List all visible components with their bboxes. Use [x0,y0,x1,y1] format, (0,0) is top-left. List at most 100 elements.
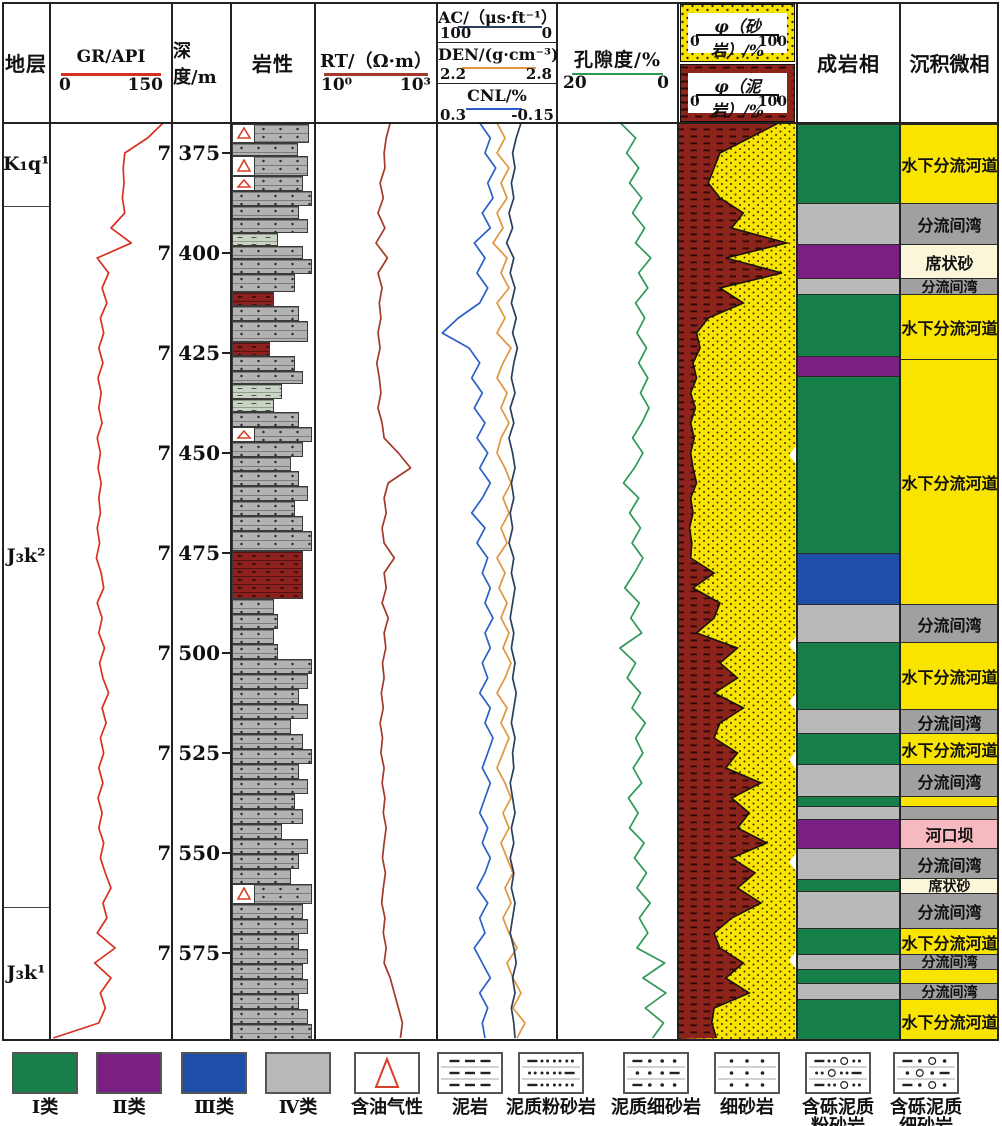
legend-item: Ⅳ类 [253,1044,343,1126]
lithology-block [232,551,303,599]
sed-microfacies-block-channel [901,969,998,983]
lithology-block [232,259,312,274]
lithology-texture [233,840,307,853]
legend-item: 含砾泥质 粉砂岩 [793,1044,883,1126]
track-stratum: K₁q¹ J₃k² J₃k¹ [2,123,50,1040]
lithology-block [232,471,299,486]
sed-microfacies-label: 分流间湾 [921,955,978,971]
lithology-texture [233,343,269,355]
depth-tick-mark [222,852,230,854]
oil-gas-show-icon [236,887,251,900]
legend-label: Ⅱ类 [112,1097,146,1118]
lithology-block [232,824,282,839]
lithology-block [232,457,291,471]
lithology-texture [255,125,308,142]
lithology-pattern-icon [897,1056,955,1090]
oil-gas-show-cell [233,428,255,441]
depth-tick-label: 7 575 [157,941,220,965]
sed-microfacies-block-bay: 分流间湾 [901,604,998,642]
depth-tick-mark [222,452,230,454]
phi-mud-inner: φ（泥岩）/% 0 100 [688,73,787,120]
oil-gas-show-cell [233,157,255,175]
sed-microfacies-block-bay [901,806,998,819]
lithology-block [232,749,312,764]
legend-label: 含砾泥质 细砂岩 [890,1097,962,1126]
lithology-texture [233,980,307,993]
lithology-block [232,884,312,904]
sed-microfacies-block-bay: 分流间湾 [901,278,998,296]
header-diag: 成岩相 [797,2,900,123]
lithology-pattern-icon [718,1059,776,1087]
por-scale-line [572,73,663,75]
diagenetic-facies-block-IV [798,604,899,642]
legend-lithology-pattern [893,1052,959,1094]
lithology-texture [233,400,273,411]
sed-microfacies-block-bay: 分流间湾 [901,954,998,971]
lithology-texture [233,144,297,155]
gr-scale-line [61,73,161,76]
lithology-pattern-icon [522,1059,580,1087]
sed-microfacies-label: 分流间湾 [917,216,982,235]
legend-item: Ⅲ类 [169,1044,259,1126]
sed-microfacies-label: 河口坝 [925,826,974,845]
depth-tick-mark [222,652,230,654]
depth-tick-label: 7 425 [157,341,220,365]
oil-gas-show-icon [236,127,251,139]
diagenetic-facies-block-I [798,294,899,356]
track-rt [315,123,437,1040]
lithology-texture [233,905,302,918]
sed-microfacies-block-channel [901,796,998,806]
diagenetic-facies-block-II [798,819,899,848]
lithology-texture [233,705,307,718]
rt-title: RT/（Ω·m） [320,51,432,72]
legend-item: 泥质粉砂岩 [506,1044,596,1126]
por-min: 20 [563,73,587,93]
lithology-block [232,1009,308,1024]
den-scale-line [462,67,536,69]
sed-microfacies-block-channel: 水下分流河道 [901,642,998,709]
sed-microfacies-block-bay: 分流间湾 [901,203,998,244]
legend-item: 泥质细砂岩 [611,1044,701,1126]
sed-microfacies-label: 水下分流河道 [901,474,998,493]
track-porosity [557,123,678,1040]
diagenetic-facies-block-IV [798,764,899,796]
lithology-block [232,949,308,964]
gr-max: 150 [127,75,164,95]
stratum-label: J₃k² [6,544,46,567]
oil-gas-show-cell [233,885,255,903]
oil-gas-show-cell [233,177,255,190]
lithology-texture [233,357,294,370]
phi-sand-inner: φ（砂岩）/% 0 100 [688,13,787,60]
legend-swatch [12,1052,78,1094]
lithology-texture [233,855,298,868]
lithology-pattern-icon [809,1056,867,1090]
stratum-boundary-line [3,206,49,207]
sed-microfacies-label: 分流间湾 [917,855,982,875]
lithology-block [232,356,295,371]
lithology-texture [233,1025,311,1039]
ac-scale-line [458,26,542,28]
diagenetic-facies-block-III [798,553,899,604]
lithology-block [232,246,303,259]
lithology-pattern-icon [627,1059,685,1087]
sed-microfacies-label: 席状砂 [925,253,974,273]
lithology-block [232,854,299,869]
sed-microfacies-block-bay: 分流间湾 [901,848,998,878]
lithology-texture [233,780,307,793]
lithology-texture [255,885,311,903]
lithology-texture [233,825,281,838]
lithology-texture [233,1010,307,1023]
legend-lithology-pattern [518,1052,584,1094]
diagenetic-facies-block-IV [798,278,899,294]
diagenetic-facies-block-I [798,796,899,806]
diagenetic-facies-block-I [798,642,899,709]
lithology-texture [233,675,307,688]
depth-tick-label: 7 400 [157,241,220,265]
legend-oil-gas-box [354,1052,420,1094]
track-lithology [231,123,315,1040]
legend-label: Ⅳ类 [278,1097,318,1118]
sed-microfacies-block-sheet: 席状砂 [901,878,998,895]
stratum-boundary-line [3,907,49,908]
legend-lithology-pattern [437,1052,503,1094]
